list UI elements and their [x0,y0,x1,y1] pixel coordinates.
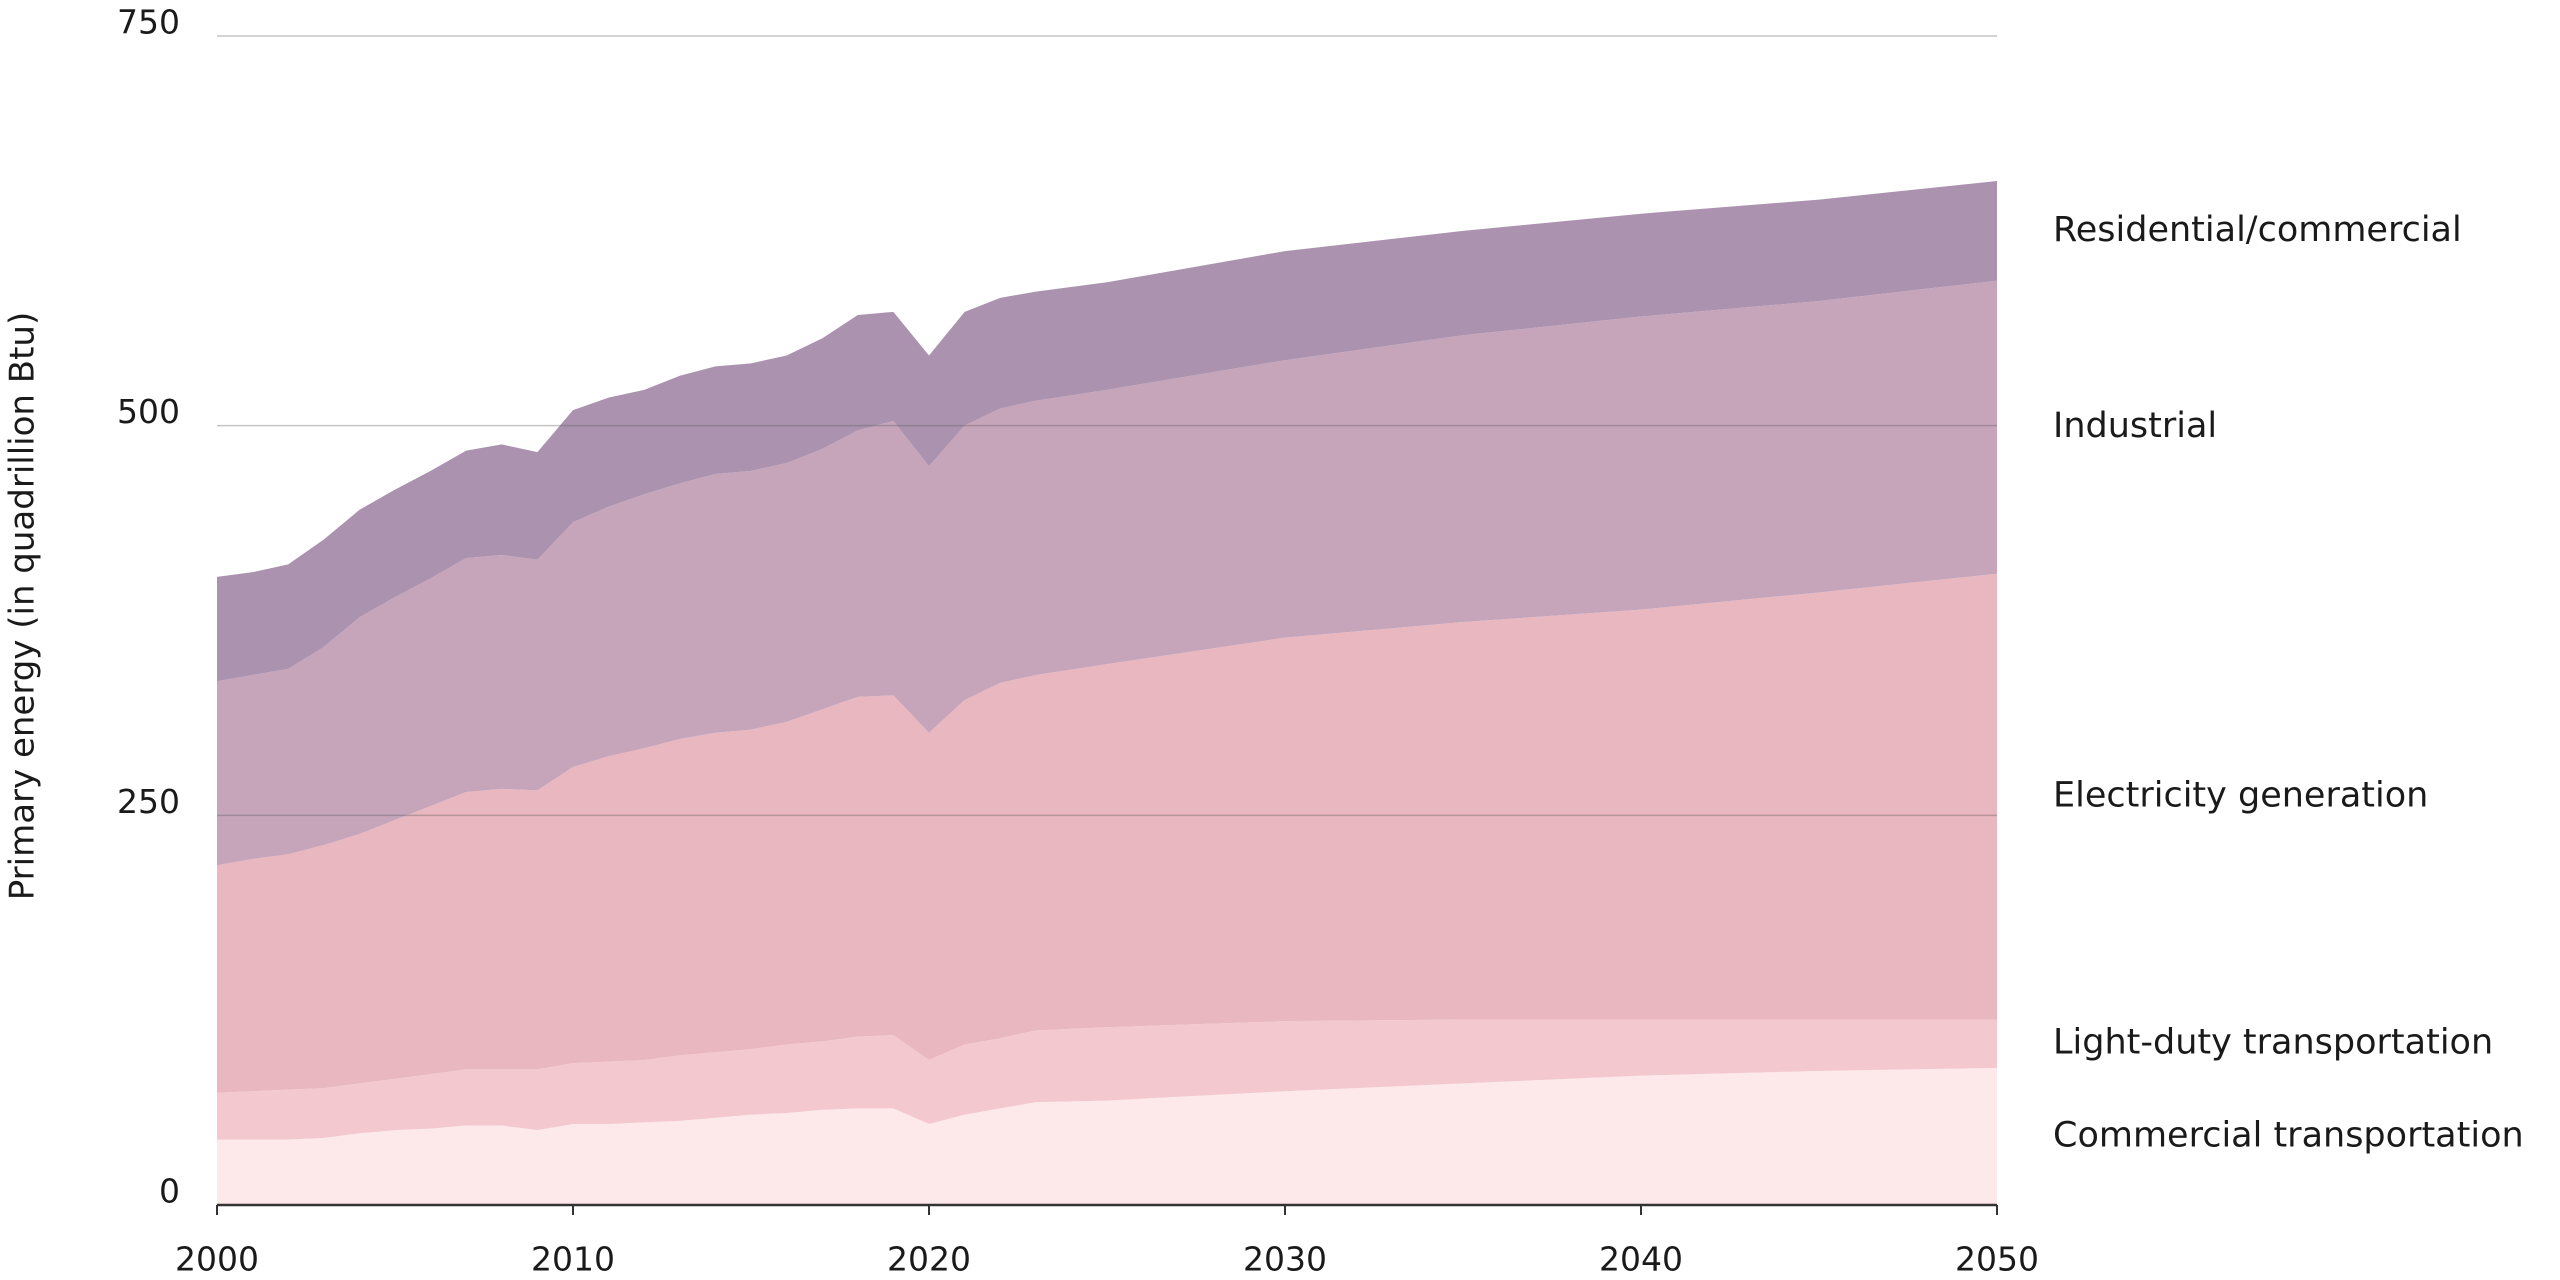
area [217,280,1997,866]
x-tick-label: 2030 [1243,1240,1327,1279]
y-tick-label: 750 [117,3,180,42]
legend-label: Commercial transportation [2053,1115,2524,1155]
y-axis-label: Primary energy (in quadrillion Btu) [3,312,43,900]
x-tick-label: 2010 [531,1240,615,1279]
legend-label: Industrial [2053,406,2217,446]
y-tick-label: 0 [159,1172,180,1211]
y-tick-label: 250 [117,782,180,821]
y-tick-label: 500 [117,392,180,431]
x-tick-label: 2040 [1599,1240,1683,1279]
legend-label: Electricity generation [2053,776,2428,816]
x-tick-label: 2020 [887,1240,971,1279]
area [217,180,1997,682]
area [217,573,1997,1093]
area [217,1019,1997,1140]
legend-label: Residential/commercial [2053,210,2462,250]
x-tick-label: 2050 [1955,1240,2039,1279]
area [217,1067,1997,1205]
legend-label: Light-duty transportation [2053,1023,2493,1063]
x-tick-label: 2000 [175,1240,259,1279]
